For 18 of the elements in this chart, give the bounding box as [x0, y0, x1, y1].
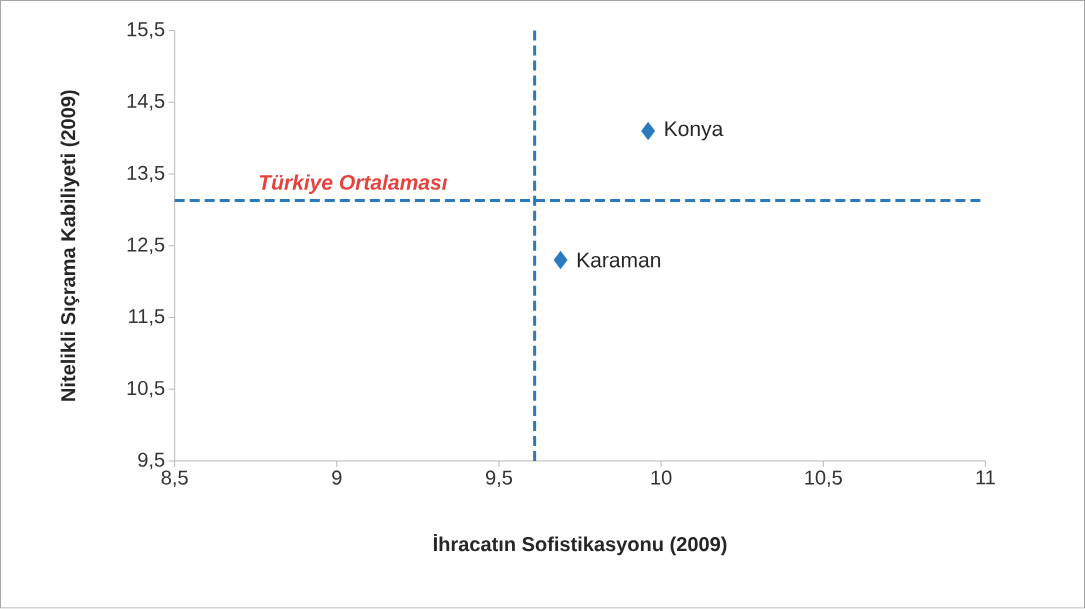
y-axis-title: Nitelikli Sıçrama Kabiliyeti (2009): [60, 90, 80, 401]
ref-line-label: Türkiye Ortalaması: [259, 174, 448, 195]
x-tick-label: 8,5: [161, 470, 188, 488]
x-tick-label: 10: [651, 470, 672, 485]
x-tick-label: 9,5: [485, 470, 513, 488]
x-tick-label: 11: [976, 470, 995, 485]
x-tick-label: 9: [332, 470, 342, 485]
y-tick-label: 13,5: [127, 165, 165, 183]
y-tick-label: 15,5: [127, 22, 165, 39]
x-tick-label: 10,5: [805, 470, 842, 488]
y-tick-label: 11,5: [129, 309, 165, 326]
y-tick-label: 14,5: [127, 94, 165, 111]
y-tick-label: 10,5: [127, 381, 165, 398]
x-axis-title: İhracatın Sofistikasyonu (2009): [433, 534, 727, 556]
y-tick-label: 12,5: [127, 237, 165, 255]
series-label: Konya: [665, 121, 724, 141]
series-label: Karaman: [577, 252, 661, 268]
y-tick-label: 9,5: [138, 452, 165, 470]
